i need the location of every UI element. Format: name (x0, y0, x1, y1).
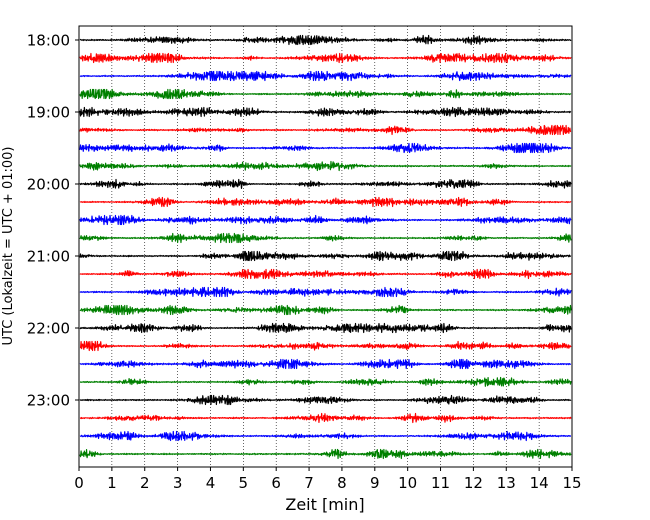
trace-2330 (79, 430, 572, 442)
trace-1800 (79, 34, 572, 46)
trace-2345 (79, 448, 572, 460)
trace-2030 (79, 214, 572, 226)
trace-2300 (79, 394, 572, 406)
trace-1845 (79, 88, 572, 100)
x-axis-label: Zeit [min] (285, 495, 364, 514)
x-tick-label-13: 13 (497, 474, 516, 492)
y-axis-label: UTC (Lokalzeit = UTC + 01:00) (1, 147, 16, 346)
trace-2100 (79, 250, 572, 262)
x-tick-label-2: 2 (140, 474, 150, 492)
trace-2315 (79, 412, 572, 424)
trace-1945 (79, 160, 572, 172)
trace-1815 (79, 52, 572, 64)
x-tick-label-3: 3 (173, 474, 183, 492)
y-tick-label-0: 18:00 (27, 32, 70, 50)
trace-1830 (79, 70, 572, 82)
y-tick-label-5: 23:00 (27, 392, 70, 410)
y-axis: 18:00 19:00 20:00 21:00 22:00 23:00 (27, 32, 79, 410)
x-tick-label-11: 11 (431, 474, 450, 492)
trace-1930 (79, 142, 572, 154)
x-tick-label-6: 6 (271, 474, 281, 492)
trace-group (79, 34, 572, 460)
x-tick-label-7: 7 (304, 474, 314, 492)
trace-2145 (79, 304, 572, 316)
trace-2245 (79, 376, 572, 387)
y-tick-label-2: 20:00 (27, 176, 70, 194)
trace-1900 (79, 106, 572, 118)
trace-2000 (79, 178, 572, 189)
x-tick-label-8: 8 (337, 474, 347, 492)
x-tick-label-14: 14 (530, 474, 549, 492)
x-tick-label-1: 1 (107, 474, 117, 492)
x-tick-label-10: 10 (398, 474, 417, 492)
trace-2130 (79, 286, 572, 298)
trace-2015 (79, 196, 572, 208)
trace-2045 (79, 232, 572, 244)
x-tick-label-0: 0 (74, 474, 84, 492)
trace-2230 (79, 358, 572, 370)
x-tick-label-12: 12 (464, 474, 483, 492)
trace-2200 (79, 322, 572, 334)
trace-2115 (79, 268, 572, 280)
trace-2215 (79, 340, 572, 352)
y-tick-label-1: 19:00 (27, 104, 70, 122)
trace-1915 (79, 124, 572, 136)
x-tick-label-9: 9 (370, 474, 380, 492)
x-tick-label-5: 5 (239, 474, 249, 492)
x-tick-label-4: 4 (206, 474, 216, 492)
y-tick-label-4: 22:00 (27, 320, 70, 338)
x-axis: 0 1 2 3 4 5 6 7 8 9 10 11 12 13 14 15 (74, 467, 582, 492)
y-tick-label-3: 21:00 (27, 248, 70, 266)
plot-frame (78, 25, 573, 468)
x-tick-label-15: 15 (562, 474, 581, 492)
